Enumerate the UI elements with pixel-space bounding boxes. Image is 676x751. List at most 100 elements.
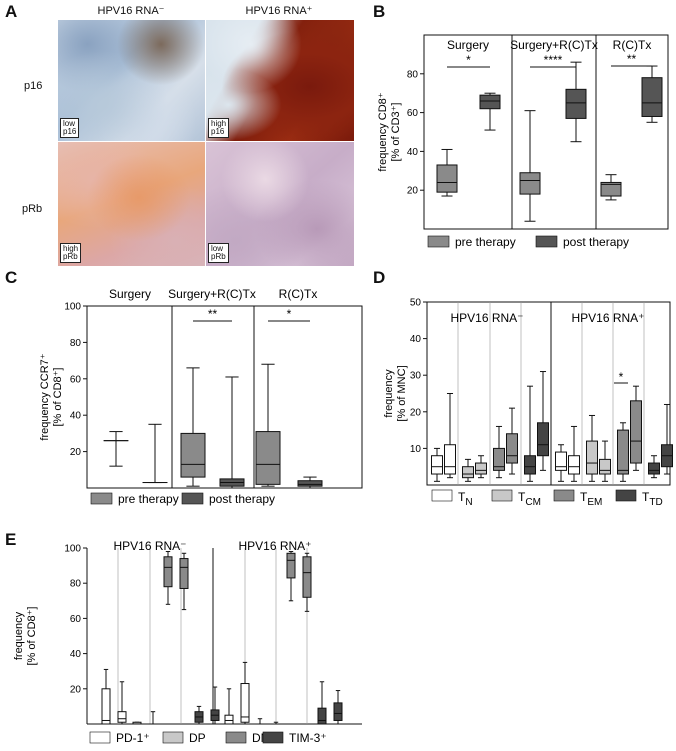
box-iqr bbox=[333, 702, 343, 721]
legend-label: TCM bbox=[518, 490, 541, 508]
box-0-1 bbox=[479, 92, 501, 131]
box-1-3-0 bbox=[317, 681, 327, 725]
box-0-0 bbox=[103, 431, 129, 467]
box-0-1-0 bbox=[462, 458, 474, 482]
plot-frame bbox=[423, 34, 669, 230]
box-0-2-0 bbox=[163, 551, 173, 605]
box-1-0-0 bbox=[555, 444, 567, 482]
group-label: HPV16 RNA⁺ bbox=[238, 539, 311, 553]
y-tick-label: 40 bbox=[407, 147, 419, 158]
group-label: HPV16 RNA⁺ bbox=[571, 311, 644, 325]
legend-label: post therapy bbox=[209, 492, 275, 506]
legend-swatch bbox=[162, 731, 184, 744]
box-0-3-0 bbox=[194, 705, 204, 725]
box-1-3-0 bbox=[648, 455, 660, 479]
box-iqr bbox=[444, 444, 456, 475]
significance-marker: * bbox=[287, 307, 292, 321]
box-iqr bbox=[568, 455, 580, 475]
box-iqr bbox=[599, 458, 611, 475]
panel-letter-c: C bbox=[5, 268, 18, 287]
box-1-1 bbox=[565, 61, 587, 143]
box-iqr bbox=[431, 455, 443, 475]
box-1-1-0 bbox=[255, 718, 265, 725]
box-iqr bbox=[493, 447, 505, 471]
box-0-2-0 bbox=[493, 425, 505, 479]
box-iqr bbox=[641, 77, 663, 117]
box-iqr bbox=[479, 94, 501, 110]
box-iqr bbox=[600, 181, 622, 197]
box-iqr bbox=[255, 431, 281, 485]
box-iqr bbox=[555, 451, 567, 471]
panel-letter-e: E bbox=[5, 530, 17, 549]
box-0-0-0 bbox=[101, 668, 111, 725]
box-iqr bbox=[462, 466, 474, 479]
legend-label: TN bbox=[458, 490, 473, 508]
y-tick-label: 60 bbox=[407, 108, 419, 119]
legend-label: DP bbox=[189, 731, 206, 745]
box-iqr bbox=[224, 714, 234, 725]
y-tick-label: 80 bbox=[407, 69, 419, 80]
box-0-2-1 bbox=[179, 552, 189, 611]
y-tick-label: 10 bbox=[410, 444, 422, 455]
box-iqr bbox=[297, 480, 323, 487]
box-iqr bbox=[586, 440, 598, 475]
tile-label-text: low bbox=[63, 119, 76, 128]
y-tick-label: 50 bbox=[410, 298, 422, 309]
y-axis-label-unit: [% of MNC] bbox=[396, 365, 408, 421]
box-1-1 bbox=[219, 376, 245, 489]
legend-label: TIM-3⁺ bbox=[289, 731, 327, 745]
group-label: Surgery bbox=[447, 38, 489, 52]
box-1-0-1 bbox=[568, 425, 580, 482]
col-label-hpv-negative: HPV16 RNA⁻ bbox=[97, 5, 165, 17]
significance-marker: * bbox=[619, 370, 624, 384]
box-0-1-1 bbox=[475, 455, 487, 479]
box-0-0 bbox=[436, 148, 458, 197]
y-axis-label-unit: [% of CD3⁺] bbox=[390, 103, 402, 162]
panel-a-micrographs: HPV16 RNA⁻ HPV16 RNA⁺ p16 pRb low p16 hig… bbox=[0, 0, 360, 268]
box-1-3-1 bbox=[333, 690, 343, 725]
box-1-0 bbox=[519, 110, 541, 222]
box-2-1 bbox=[641, 65, 663, 123]
legend-swatch bbox=[427, 235, 450, 248]
box-1-0-1 bbox=[240, 661, 250, 725]
box-0-3-1 bbox=[537, 371, 549, 471]
box-iqr bbox=[163, 556, 173, 588]
box-iqr bbox=[648, 462, 660, 475]
group-label: Surgery+R(C)Tx bbox=[168, 287, 256, 301]
y-tick-label: 20 bbox=[70, 684, 82, 695]
micrograph-p16-positive: high p16 bbox=[206, 20, 354, 141]
y-tick-label: 60 bbox=[70, 374, 82, 385]
y-tick-label: 60 bbox=[70, 614, 82, 625]
box-0-3-0 bbox=[524, 385, 536, 482]
tile-label-text: high bbox=[211, 119, 227, 128]
box-0-1 bbox=[142, 423, 168, 484]
y-tick-label: 20 bbox=[407, 186, 419, 197]
y-tick-label: 20 bbox=[410, 407, 422, 418]
panel-letter-b: B bbox=[373, 2, 386, 21]
box-iqr bbox=[565, 88, 587, 119]
legend-swatch bbox=[431, 489, 453, 502]
legend-label: pre therapy bbox=[455, 235, 516, 249]
y-axis-label-unit: [% of CD8⁺] bbox=[26, 607, 38, 666]
y-tick-label: 30 bbox=[410, 371, 422, 382]
legend-label: TEM bbox=[580, 490, 602, 508]
box-0-0-1 bbox=[117, 681, 127, 725]
legend-swatch bbox=[89, 731, 111, 744]
plot-frame bbox=[426, 301, 671, 486]
box-2-1 bbox=[297, 476, 323, 489]
tile-label-text: pRb bbox=[63, 252, 78, 261]
box-2-0 bbox=[600, 174, 622, 201]
legend-swatch bbox=[181, 492, 204, 505]
significance-marker: ** bbox=[627, 52, 637, 66]
box-iqr bbox=[475, 462, 487, 475]
box-1-2-1 bbox=[302, 552, 312, 612]
panel-letter-d: D bbox=[373, 268, 386, 287]
box-iqr bbox=[101, 688, 111, 725]
box-iqr bbox=[537, 422, 549, 457]
legend-swatch bbox=[225, 731, 247, 744]
legend-swatch bbox=[553, 489, 575, 502]
box-iqr bbox=[286, 552, 296, 579]
y-axis-label-unit: [% of CD8⁺] bbox=[52, 368, 64, 427]
legend-label: post therapy bbox=[563, 235, 629, 249]
tile-label-high-prb: high pRb bbox=[60, 243, 82, 263]
